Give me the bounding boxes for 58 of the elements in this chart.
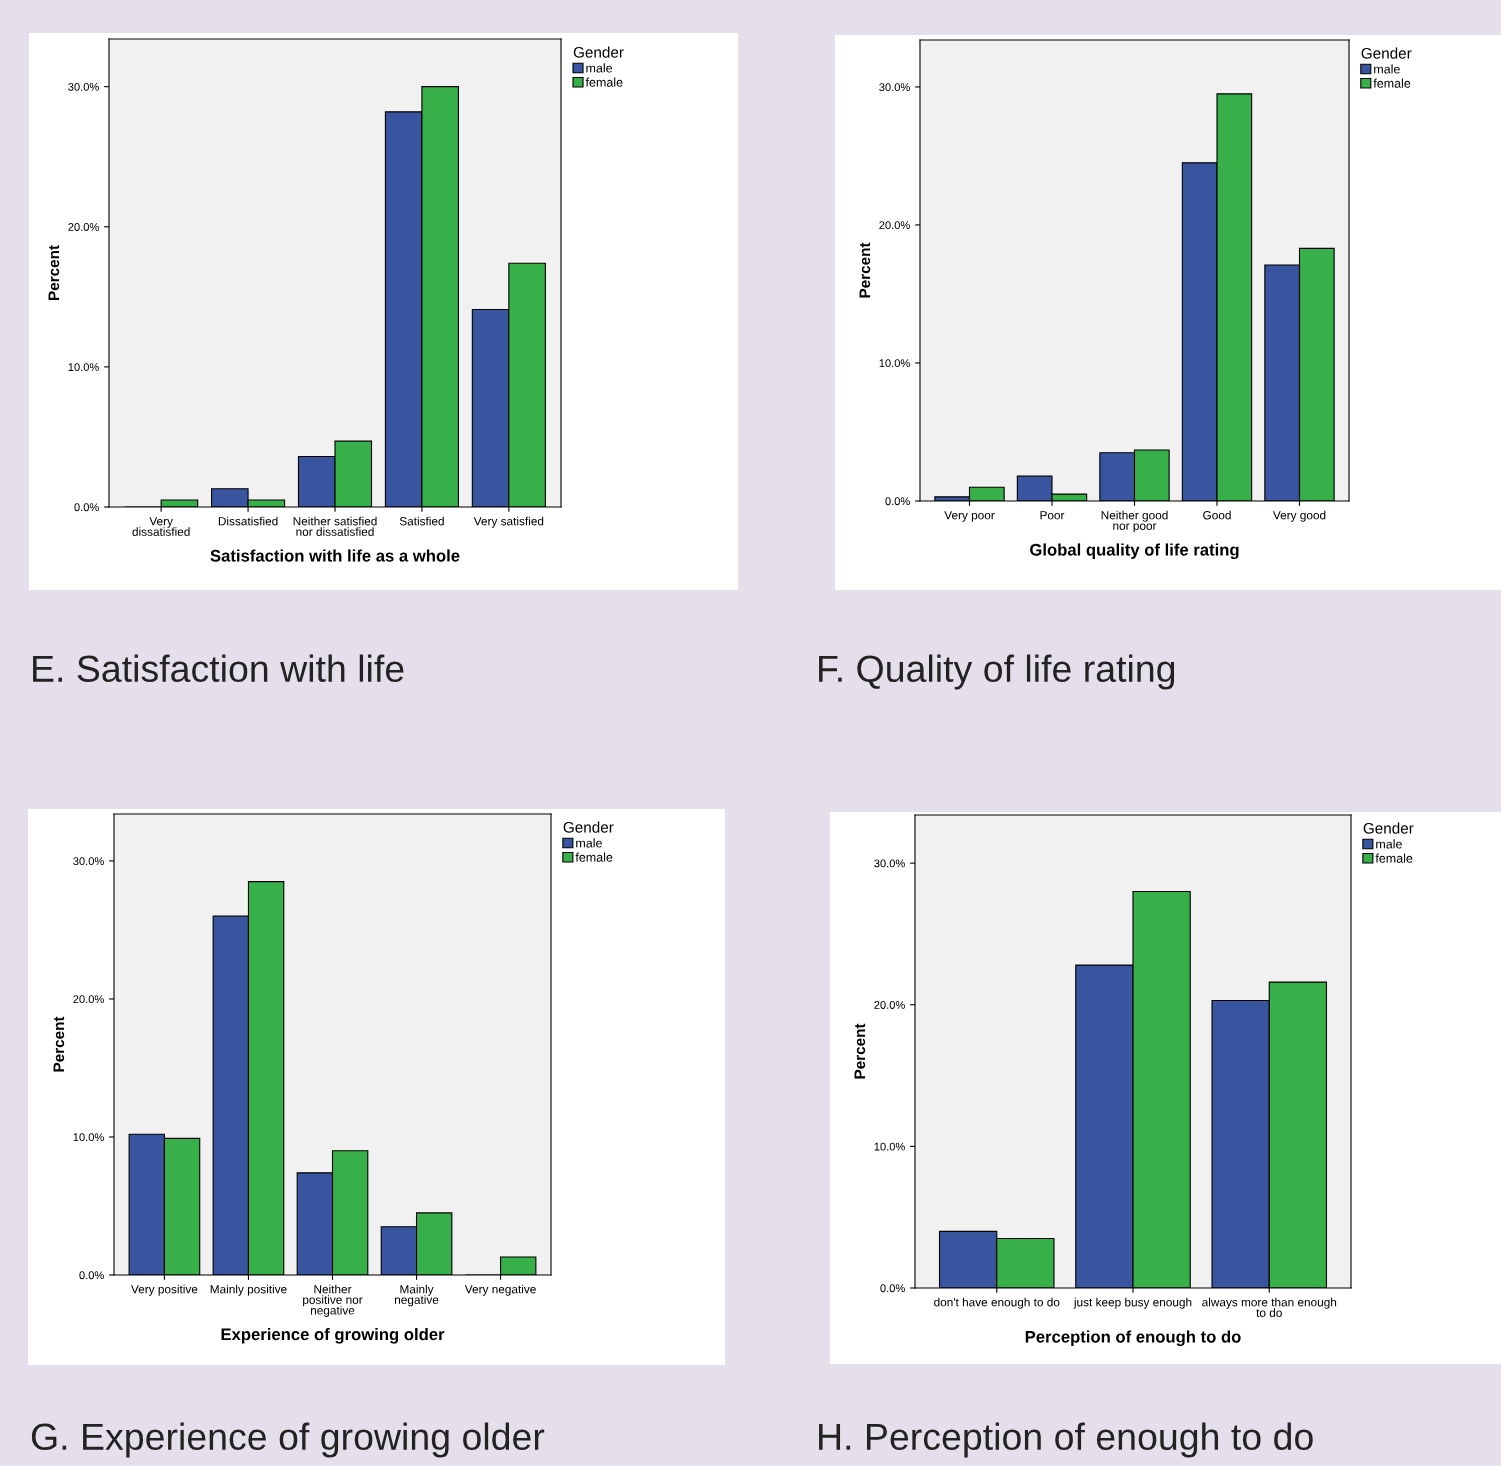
x-tick-label: just keep busy enough	[1073, 1297, 1192, 1309]
x-axis-title: Perception of enough to do	[1025, 1330, 1241, 1347]
x-tick-label: Mainly positive	[210, 1284, 287, 1296]
y-tick-label: 30.0%	[874, 859, 905, 868]
x-tick-label: don't have enough to do	[934, 1297, 1060, 1309]
legend-label: male	[576, 838, 602, 848]
x-axis-title: Global quality of life rating	[1030, 543, 1239, 560]
x-tick-label: Very poor	[944, 511, 995, 522]
y-tick-label: 10.0%	[874, 1142, 905, 1151]
text: F. Quality of life rating	[819, 654, 1175, 690]
legend-label: male	[1376, 839, 1402, 849]
text: G. Experience of growing older	[31, 1422, 545, 1458]
y-tick-label: 10.0%	[68, 363, 99, 372]
y-tick-label: 20.0%	[874, 1001, 905, 1009]
text: H. Perception of enough to do	[819, 1422, 1313, 1458]
y-tick-label: 20.0%	[73, 995, 104, 1004]
x-tick-label: Dissatisfied	[218, 516, 278, 526]
y-axis-title: Percent	[859, 242, 871, 298]
legend-title: Gender	[563, 821, 614, 833]
x-axis-title: Satisfaction with life as a whole	[210, 549, 460, 562]
legend-label: male	[1374, 64, 1400, 74]
y-tick-label: 20.0%	[879, 221, 910, 230]
x-tick-label: Very negative	[464, 1284, 536, 1296]
y-tick-label: 30.0%	[68, 82, 99, 91]
x-tick-label: Good	[1203, 510, 1231, 520]
x-tick-label: Neither satisfied nor dissatisfied	[293, 516, 377, 536]
legend-title: Gender	[1363, 822, 1414, 834]
x-tick-label: Neither good nor poor	[1101, 510, 1168, 533]
y-tick-label: 0.0%	[79, 1271, 104, 1280]
x-tick-label: Satisfied	[399, 516, 444, 526]
legend-label: female	[575, 852, 613, 862]
legend-title: Gender	[1361, 47, 1412, 59]
legend-label: female	[1375, 853, 1413, 863]
y-tick-label: 10.0%	[73, 1133, 104, 1142]
x-tick-label: Very dissatisfied	[132, 517, 190, 536]
y-tick-label: 30.0%	[73, 857, 104, 866]
y-axis-title: Percent	[854, 1023, 866, 1079]
legend-title: Gender	[573, 46, 624, 58]
legend-label: female	[1373, 78, 1411, 88]
text: E. Satisfaction with life	[33, 654, 404, 683]
y-tick-label: 0.0%	[885, 497, 910, 506]
y-tick-label: 30.0%	[879, 83, 910, 92]
x-tick-label: Very satisfied	[473, 516, 544, 528]
x-tick-label: Poor	[1040, 511, 1065, 520]
y-tick-label: 0.0%	[880, 1284, 905, 1293]
y-tick-label: 20.0%	[68, 223, 99, 231]
x-tick-label: Very good	[1272, 510, 1326, 522]
x-axis-title: Experience of growing older	[221, 1327, 445, 1344]
y-tick-label: 10.0%	[879, 359, 910, 368]
x-tick-label: Mainly negative	[395, 1284, 439, 1307]
x-tick-label: Neither positive nor negative	[303, 1284, 363, 1317]
y-tick-label: 0.0%	[74, 503, 99, 512]
x-tick-label: Very positive	[131, 1284, 198, 1296]
y-axis-title: Percent	[53, 1016, 65, 1072]
x-tick-label: always more than enough to do	[1202, 1297, 1337, 1317]
legend-label: female	[585, 77, 623, 87]
y-axis-title: Percent	[48, 245, 60, 300]
legend-label: male	[586, 63, 613, 73]
